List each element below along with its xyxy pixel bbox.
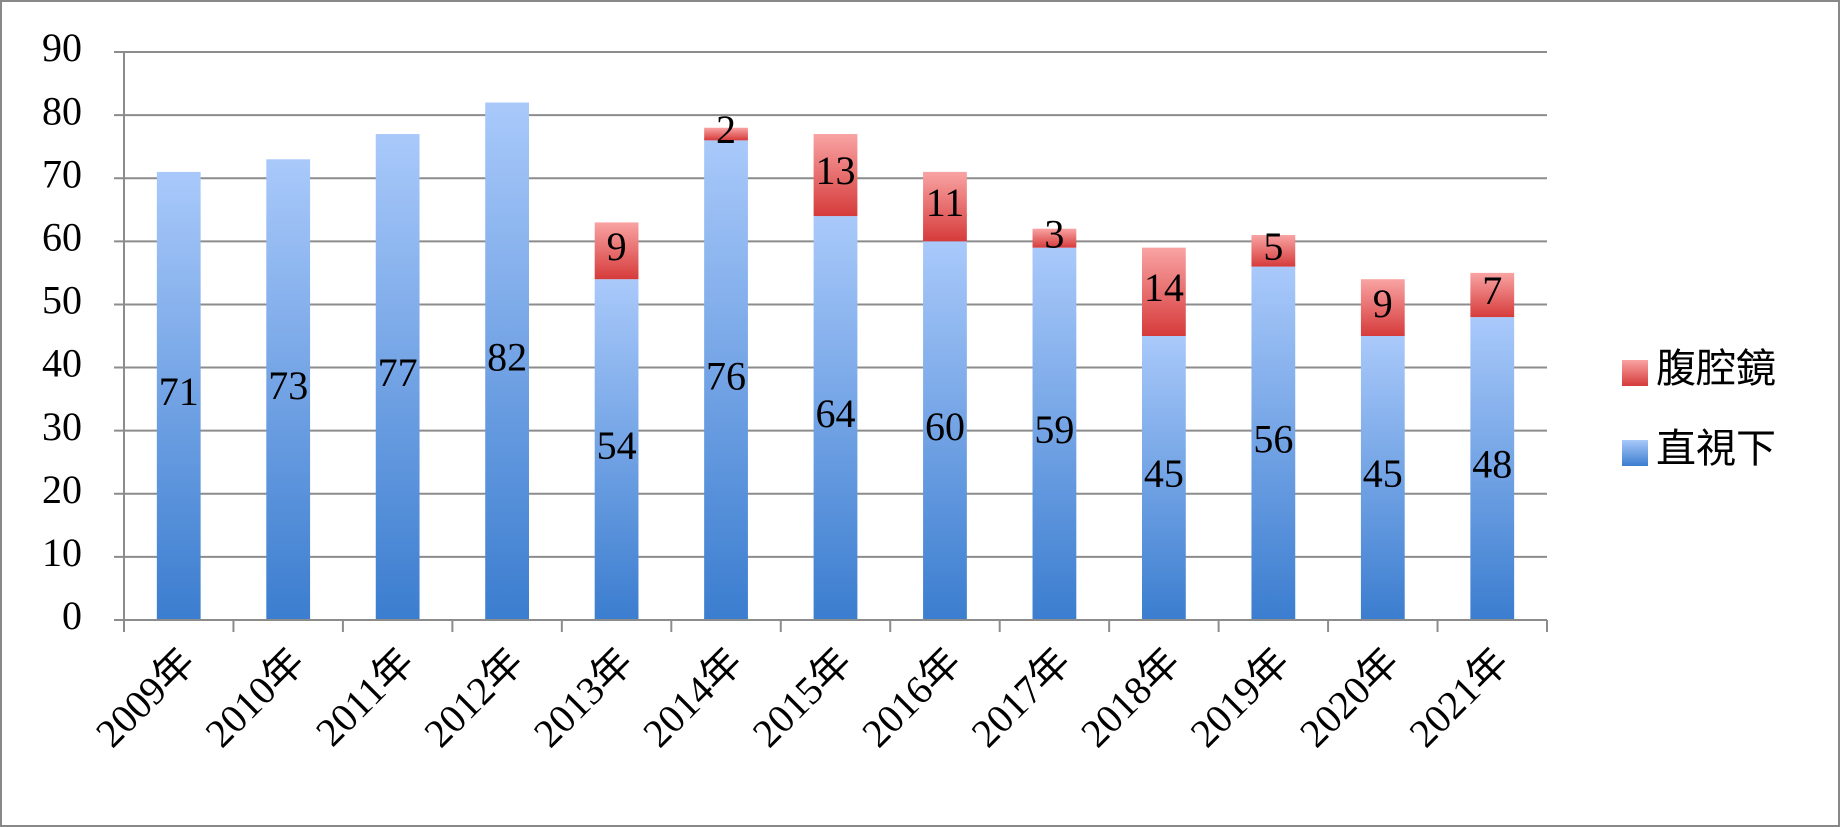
y-tick-label: 10 <box>42 530 82 575</box>
bar-segment <box>704 140 748 620</box>
data-label: 45 <box>1144 451 1184 496</box>
data-label: 9 <box>1373 281 1393 326</box>
bar-segment <box>813 216 858 621</box>
y-tick-label: 50 <box>42 278 82 323</box>
bar-segment <box>1470 272 1515 318</box>
y-tick-label: 0 <box>62 593 82 638</box>
bar-segment <box>1141 336 1186 620</box>
y-tick-label: 70 <box>42 151 82 196</box>
legend-label: 腹腔鏡 <box>1656 346 1776 391</box>
bar-segment <box>1032 247 1077 620</box>
y-tick-label: 80 <box>42 88 82 133</box>
bar-segment <box>156 171 201 620</box>
bar-segment <box>923 241 967 621</box>
y-tick-label: 40 <box>42 341 82 386</box>
data-label: 3 <box>1044 211 1064 256</box>
legend-label: 直視下 <box>1656 426 1776 471</box>
data-label: 11 <box>926 180 965 225</box>
data-label: 7 <box>1482 268 1502 313</box>
data-label: 54 <box>597 423 637 468</box>
data-label: 14 <box>1144 265 1184 310</box>
bar-segment <box>704 127 748 141</box>
data-label: 56 <box>1253 416 1293 461</box>
data-label: 48 <box>1472 442 1512 487</box>
bar-segment <box>923 171 967 242</box>
data-label: 76 <box>706 353 746 398</box>
data-label: 82 <box>487 334 527 379</box>
bar-segment <box>1141 247 1186 336</box>
bar-segment <box>485 102 530 620</box>
y-tick-label: 30 <box>42 404 82 449</box>
data-label: 77 <box>378 350 418 395</box>
bar-segment <box>813 134 858 217</box>
data-label: 13 <box>816 148 856 193</box>
y-tick-label: 60 <box>42 215 82 260</box>
data-label: 60 <box>925 404 965 449</box>
data-label: 45 <box>1363 451 1403 496</box>
data-label: 5 <box>1263 224 1283 269</box>
y-tick-label: 20 <box>42 467 82 512</box>
data-label: 2 <box>716 107 736 152</box>
bar-segment <box>1360 336 1405 620</box>
bar-segment <box>594 279 639 620</box>
data-label: 9 <box>607 224 627 269</box>
data-label: 71 <box>159 369 199 414</box>
data-label: 64 <box>816 391 856 436</box>
bar-segment <box>1251 235 1296 267</box>
bar-segment <box>1360 279 1405 336</box>
y-tick-label: 90 <box>42 25 82 70</box>
bar-segment <box>266 159 311 621</box>
data-label: 73 <box>268 363 308 408</box>
bar-segment <box>375 134 420 621</box>
bar-segment <box>1032 228 1077 248</box>
data-label: 59 <box>1034 407 1074 452</box>
legend-swatch <box>1622 360 1648 386</box>
legend-swatch <box>1622 440 1648 466</box>
bar-segment <box>1251 266 1296 620</box>
bar-segment <box>594 222 639 280</box>
bar-segment <box>1470 317 1515 620</box>
